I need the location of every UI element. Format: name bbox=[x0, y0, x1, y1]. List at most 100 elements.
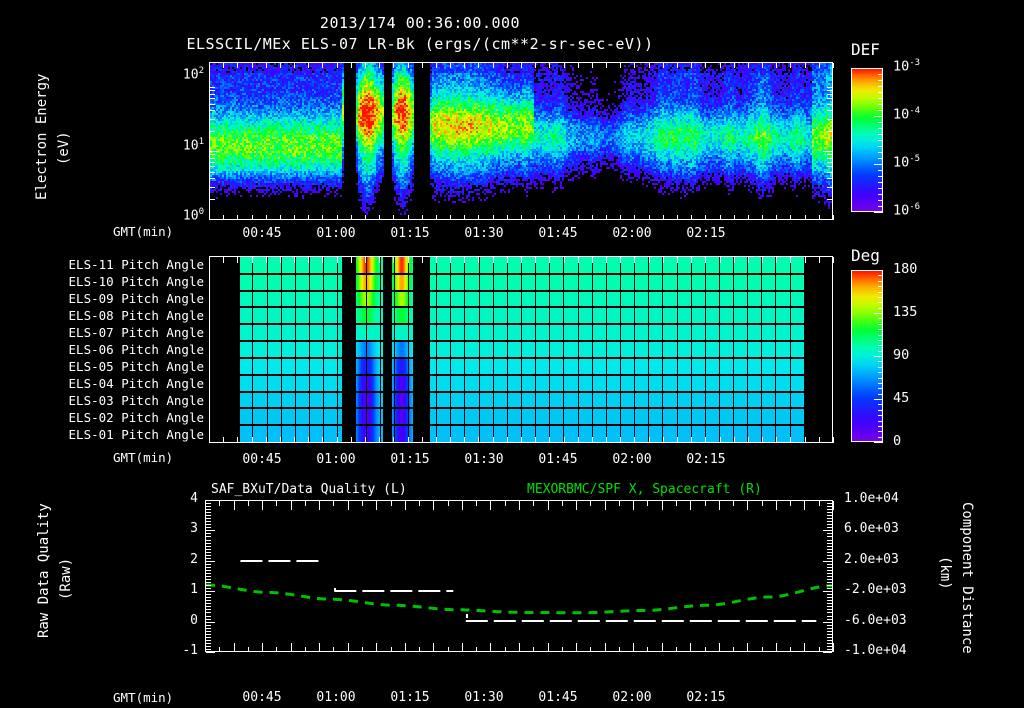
electron-energy-spectrogram-panel[interactable] bbox=[209, 62, 833, 220]
bottom-title-left: SAF_BXuT/Data Quality (L) bbox=[211, 482, 407, 497]
bottom-ylabel-left-text: Raw Data Quality bbox=[36, 503, 52, 638]
top-xaxis-tick bbox=[422, 215, 423, 220]
def-colorbar[interactable] bbox=[851, 68, 883, 212]
mid-xaxis-tick bbox=[294, 257, 295, 263]
bottom-xaxis-tick bbox=[462, 501, 463, 510]
bottom-xaxis-tick bbox=[519, 501, 520, 510]
mid-xaxis-tick bbox=[422, 257, 423, 263]
bottom-xaxis-tick bbox=[647, 501, 648, 506]
bottom-xaxis-tick bbox=[391, 501, 392, 506]
deg-colorbar-tick-mark bbox=[878, 437, 883, 438]
mid-xaxis-tick bbox=[223, 257, 224, 263]
def-colorbar-tick-mark bbox=[874, 212, 883, 213]
top-xaxis-tick bbox=[337, 63, 338, 68]
deg-colorbar-tick-mark bbox=[878, 335, 883, 336]
bottom-ytick-left-2: 2 bbox=[190, 551, 198, 567]
deg-colorbar-tick-mark bbox=[878, 275, 883, 276]
mid-xaxis-tick bbox=[691, 257, 692, 263]
def-colorbar-tick-mark bbox=[878, 74, 883, 75]
bottom-xaxis-tick bbox=[804, 643, 805, 652]
deg-colorbar-tick-mark bbox=[878, 308, 883, 309]
mid-xaxis-tick bbox=[209, 437, 210, 443]
bottom-xaxis-tick bbox=[819, 647, 820, 652]
pitch-angle-row-label-1: ELS-10 Pitch Angle bbox=[68, 273, 204, 289]
bottom-xaxis-tick bbox=[533, 647, 534, 652]
bottom-yaxis-tick-left bbox=[206, 609, 211, 610]
top-yaxis-tick bbox=[827, 162, 832, 163]
top-xaxis-tick bbox=[521, 215, 522, 220]
mid-xaxis-tick bbox=[606, 257, 607, 263]
bottom-xaxis-tick bbox=[619, 647, 620, 652]
bottom-yaxis-tick-right bbox=[827, 555, 832, 556]
bottom-xaxis-tick bbox=[819, 501, 820, 506]
bottom-xaxis-tick bbox=[719, 501, 720, 510]
bottom-xaxis-tick bbox=[362, 647, 363, 652]
xtick-label-4: 01:45 bbox=[538, 226, 578, 241]
page-subtitle: ELSSCIL/MEx ELS-07 LR-Bk (ergs/(cm**2-sr… bbox=[186, 35, 654, 53]
top-xaxis-tick bbox=[294, 215, 295, 220]
mid-xaxis-tick bbox=[535, 257, 536, 263]
deg-colorbar-tick-mark bbox=[878, 388, 883, 389]
bottom-yaxis-tick-left bbox=[206, 552, 211, 553]
bottom-yaxis-tick-left bbox=[206, 631, 211, 632]
bottom-yaxis-tick-left bbox=[206, 634, 211, 635]
data-quality-panel[interactable] bbox=[205, 500, 833, 652]
bottom-yaxis-tick-left bbox=[206, 570, 211, 571]
top-xaxis-tick bbox=[720, 215, 721, 220]
mid-xaxis-tick bbox=[280, 437, 281, 443]
bottom-xaxis-tick bbox=[262, 643, 263, 652]
bottom-xaxis-tick bbox=[291, 643, 292, 652]
xtick-label-6: 02:15 bbox=[686, 452, 726, 467]
deg-colorbar-tick-mark bbox=[878, 351, 883, 352]
mid-xaxis-tick bbox=[663, 257, 664, 263]
bottom-xaxis-tick bbox=[576, 501, 577, 510]
top-yaxis-tick bbox=[210, 166, 215, 167]
top-yaxis-tick bbox=[210, 187, 215, 188]
top-panel-ylabel-text: Electron Energy bbox=[34, 73, 50, 200]
bottom-xaxis-tick bbox=[305, 647, 306, 652]
bottom-yaxis-tick-left bbox=[206, 649, 211, 650]
bottom-ytick-right-5: -1.0e+04 bbox=[844, 643, 907, 658]
mid-xaxis-tick bbox=[620, 437, 621, 443]
bottom-panel-xlabel: GMT(min) bbox=[113, 690, 174, 705]
pitch-angle-row-label-4: ELS-07 Pitch Angle bbox=[68, 324, 204, 340]
bottom-xaxis-tick bbox=[448, 647, 449, 652]
def-colorbar-tick-mark bbox=[874, 116, 883, 117]
bottom-yaxis-tick-right bbox=[823, 591, 832, 592]
top-xaxis-tick bbox=[507, 215, 508, 220]
bottom-yaxis-tick-left bbox=[206, 643, 211, 644]
top-xaxis-tick bbox=[351, 63, 352, 68]
bottom-xaxis-tick bbox=[590, 501, 591, 506]
bottom-xaxis-tick bbox=[533, 501, 534, 506]
top-xaxis-tick bbox=[819, 63, 820, 68]
top-panel-ylabel-units-text: (eV) bbox=[56, 131, 72, 165]
mid-xaxis-tick bbox=[450, 257, 451, 263]
bottom-xaxis-tick bbox=[762, 501, 763, 506]
top-xaxis-tick bbox=[634, 63, 635, 68]
bottom-xaxis-tick bbox=[576, 643, 577, 652]
bottom-yaxis-tick-right bbox=[827, 524, 832, 525]
top-xaxis-tick bbox=[748, 215, 749, 220]
top-yaxis-tick bbox=[210, 158, 215, 159]
mid-xaxis-tick bbox=[422, 437, 423, 443]
bottom-xaxis-tick bbox=[305, 501, 306, 506]
bottom-xaxis-tick bbox=[505, 647, 506, 652]
mid-xaxis-tick bbox=[393, 257, 394, 263]
pitch-angle-panel[interactable] bbox=[209, 256, 833, 443]
bottom-xaxis-tick bbox=[490, 643, 491, 652]
top-xaxis-tick bbox=[620, 63, 621, 68]
bottom-xaxis-tick bbox=[476, 501, 477, 506]
mid-xaxis-tick bbox=[833, 257, 834, 263]
def-cb-base-1: 10 bbox=[893, 106, 910, 123]
bottom-xaxis-tick bbox=[562, 501, 563, 506]
bottom-ytick-right-3: -2.0e+03 bbox=[844, 582, 907, 598]
def-cb-exp-2: -5 bbox=[909, 154, 921, 164]
mid-xaxis-tick bbox=[209, 257, 210, 263]
top-xaxis-tick bbox=[663, 63, 664, 68]
bottom-xaxis-tick bbox=[248, 647, 249, 652]
def-colorbar-tick-mark bbox=[874, 164, 883, 165]
bottom-xaxis-tick bbox=[647, 647, 648, 652]
bottom-panel-ylabel-left-units: (Raw) bbox=[58, 558, 74, 600]
bottom-yaxis-tick-right bbox=[827, 558, 832, 559]
bottom-yaxis-tick-right bbox=[827, 567, 832, 568]
